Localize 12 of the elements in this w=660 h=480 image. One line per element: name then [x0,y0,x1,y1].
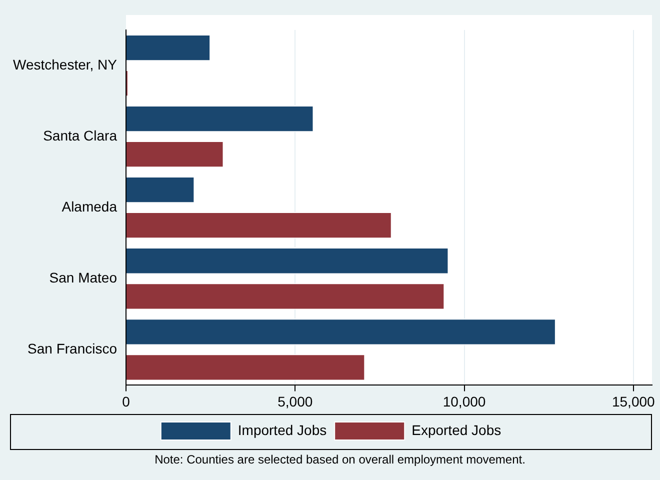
y-tick-label: San Mateo [49,270,118,286]
legend-label: Exported Jobs [412,422,502,438]
x-tick-label: 5,000 [278,393,313,410]
y-tick-label: Alameda [62,198,118,214]
x-tick-label: 15,000 [612,393,656,410]
y-tick-label: San Francisco [28,340,118,357]
text: Note: Counties are selected based on overall employment movement. [154,452,526,466]
y-tick-label: Westchester, NY [12,56,118,72]
legend-label: Imported Jobs [238,422,327,438]
x-tick-label: 10,000 [442,393,486,410]
y-tick-label: Santa Clara [43,127,118,144]
x-tick-label: 0 [122,393,130,410]
